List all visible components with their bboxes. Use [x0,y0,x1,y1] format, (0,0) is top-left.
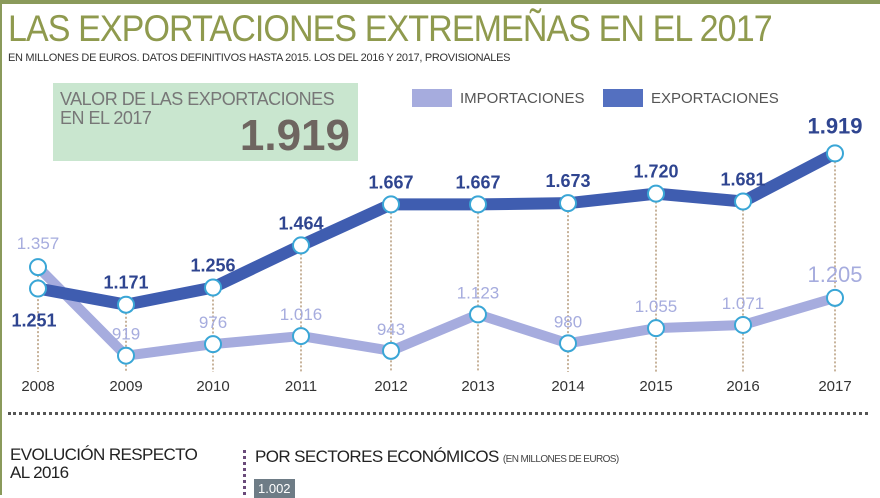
legend-swatch [603,89,643,107]
data-point [29,258,47,277]
data-point [382,195,400,214]
data-point [559,334,577,353]
vertical-divider [243,450,246,495]
x-tick-label: 2016 [726,378,759,395]
data-point [204,278,222,297]
data-point [117,295,135,314]
data-label: 976 [199,313,227,332]
legend-swatch [412,89,452,107]
data-label: 1.016 [280,305,323,324]
data-point [469,195,487,214]
data-point [117,346,135,365]
sectors-unit: (EN MILLONES DE EUROS) [502,454,619,465]
series-line-exportaciones [36,148,838,311]
x-tick-label: 2011 [285,378,317,395]
data-label: 1.256 [190,256,235,276]
data-point [292,236,310,255]
evolution-heading: EVOLUCIÓN RESPECTO AL 2016 [10,445,198,482]
legend-label: IMPORTACIONES [460,89,585,107]
data-label: 1.357 [17,234,60,253]
legend-exports: EXPORTACIONES [603,89,779,107]
legend-label: EXPORTACIONES [651,89,779,107]
x-tick-label: 2013 [461,378,494,395]
data-label: 1.667 [368,172,413,192]
data-point [469,305,487,324]
data-point [826,288,844,307]
x-tick-label: 2012 [374,378,407,395]
x-tick-label: 2009 [109,378,142,395]
data-point [734,315,752,334]
kpi-box: VALOR DE LAS EXPORTACIONES EN EL 2017 1.… [53,83,358,161]
data-point [292,327,310,346]
sector-value-badge: 1.002 [254,479,295,498]
data-label: 1.667 [455,172,500,192]
sectors-heading: POR SECTORES ECONÓMICOS (EN MILLONES DE … [255,447,619,467]
data-point [647,184,665,203]
data-label: 1.720 [633,162,678,182]
divider [8,412,868,415]
data-point [382,341,400,360]
legend-imports: IMPORTACIONES [412,89,584,107]
series-line-importaciones [34,263,837,361]
x-tick-label: 2010 [196,378,229,395]
line-chart: 2008 2009 2010 2011 2012 2013 2014 2015 2016 2017… [11,113,862,395]
data-label: 1.055 [635,297,678,316]
data-point [29,279,47,298]
chart-subtitle: EN MILLONES DE EUROS. DATOS DEFINITIVOS … [8,52,511,64]
data-point [734,192,752,211]
data-label: 1.681 [720,170,765,190]
data-point [559,194,577,213]
data-point [204,335,222,354]
data-label: 1.171 [103,273,148,293]
data-label: 1.205 [807,262,862,287]
data-label: 1.123 [457,283,500,302]
top-bar [0,0,880,4]
data-label: 919 [112,325,140,344]
data-label: 980 [554,312,582,331]
left-border [0,0,2,495]
data-label: 943 [377,320,405,339]
data-point [647,319,665,338]
x-tick-label: 2017 [818,378,851,395]
data-label: 1.919 [807,113,862,138]
chart-title: LAS EXPORTACIONES EXTREMEÑAS EN EL 2017 [8,8,773,49]
data-point [826,144,844,163]
kpi-label: VALOR DE LAS EXPORTACIONES EN EL 2017 [60,89,335,128]
x-tick-label: 2008 [21,378,54,395]
data-label: 1.251 [11,311,56,331]
kpi-value: 1.919 [239,111,350,160]
data-label: 1.464 [278,213,323,233]
x-tick-label: 2014 [551,378,584,395]
sectors-title: POR SECTORES ECONÓMICOS [255,447,499,466]
x-tick-label: 2015 [639,378,672,395]
data-label: 1.071 [722,294,765,313]
data-label: 1.673 [545,171,590,191]
